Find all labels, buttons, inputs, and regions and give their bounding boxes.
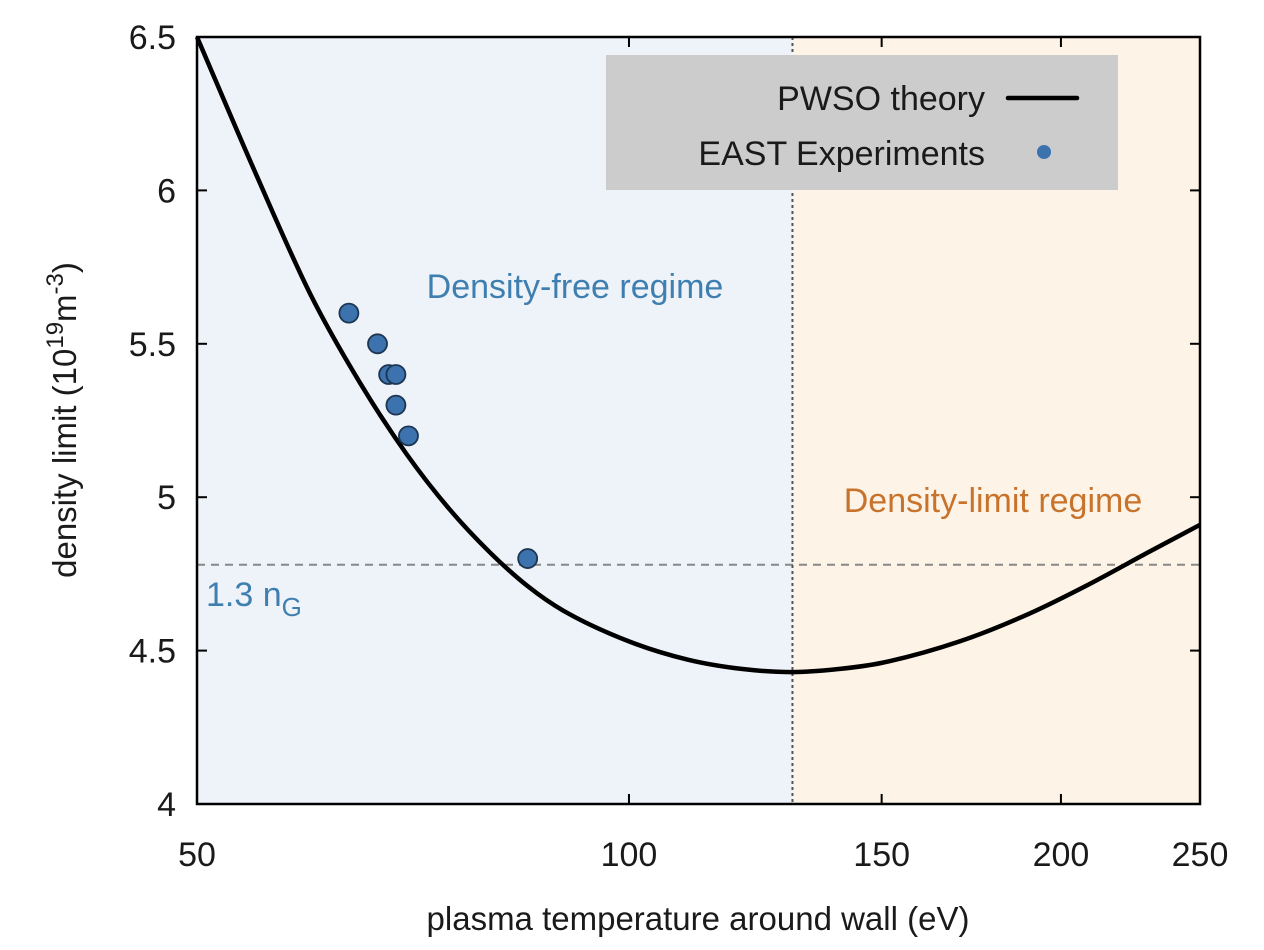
reference-line-label: 1.3 nG	[206, 576, 302, 622]
x-axis-title: plasma temperature around wall (eV)	[427, 900, 970, 937]
legend-swatch-experiments	[1037, 145, 1051, 159]
x-tick-label: 200	[1033, 836, 1090, 874]
y-axis-title: density limit (1019m-3)	[42, 262, 83, 578]
reference-line-label-sub: G	[282, 592, 302, 622]
east-experiment-point	[385, 364, 407, 385]
east-experiment-point	[338, 302, 360, 324]
y-axis-title-exp2: -3	[42, 273, 69, 294]
region-label-density-limit: Density-limit regime	[844, 482, 1143, 520]
x-tick-label: 100	[601, 836, 658, 874]
east-experiment-point	[398, 425, 419, 447]
legend-box	[606, 55, 1118, 190]
y-axis-title-exp1: 19	[42, 322, 69, 349]
legend-label-theory: PWSO theory	[777, 80, 985, 118]
east-experiment-point	[517, 548, 539, 569]
y-tick-label: 5.5	[129, 326, 176, 364]
axes: 50 100 150 200 250 4 4.5 5 5.5 6 6.5	[129, 19, 1229, 874]
plot-frame	[195, 35, 1202, 806]
east-experiment-point	[385, 394, 407, 416]
experiment-points-layer	[338, 302, 539, 569]
x-tick-label: 150	[853, 836, 910, 874]
region-label-density-free: Density-free regime	[427, 268, 724, 306]
y-tick-label: 6.5	[129, 19, 176, 57]
series-pwso-theory-line	[194, 36, 1202, 675]
y-tick-label: 5	[157, 479, 176, 517]
y-axis-title-mid: m	[46, 294, 83, 322]
y-tick-label: 6	[157, 172, 176, 210]
y-tick-label: 4.5	[129, 633, 176, 671]
y-axis-title-end: )	[46, 262, 83, 273]
x-tick-label: 250	[1172, 836, 1229, 874]
y-axis-title-main: density limit (10	[46, 349, 83, 578]
x-tick-label: 50	[178, 836, 216, 874]
east-experiment-point	[367, 333, 388, 355]
legend-label-experiments: EAST Experiments	[698, 135, 985, 173]
theory-curve-layer	[194, 36, 1202, 675]
reference-line-label-main: 1.3 n	[206, 576, 282, 614]
region-labels: Density-free regime Density-limit regime	[427, 268, 1143, 520]
y-tick-label: 4	[157, 786, 176, 824]
legend: PWSO theory EAST Experiments	[606, 55, 1118, 190]
